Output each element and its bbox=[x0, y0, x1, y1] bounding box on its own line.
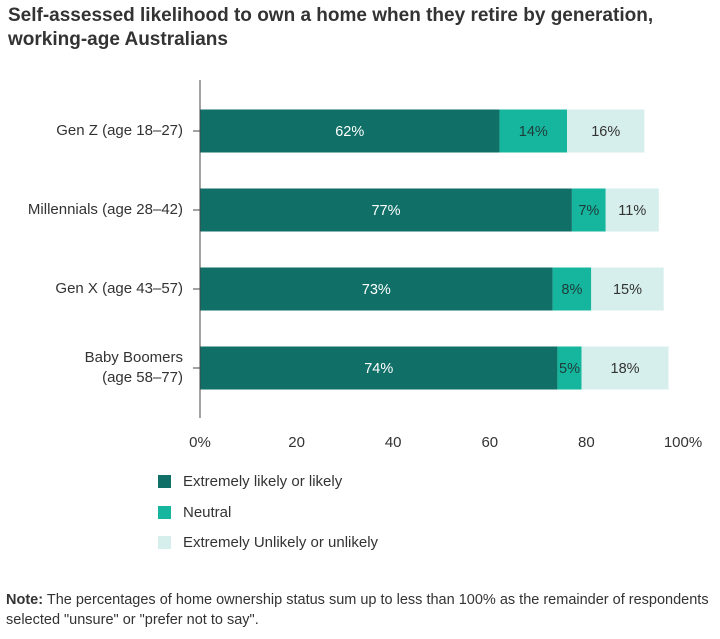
category-label-1: Millennials (age 28–42) bbox=[28, 201, 183, 218]
category-label-0: Gen Z (age 18–27) bbox=[56, 122, 183, 139]
data-label-likely-0: 62% bbox=[335, 124, 364, 140]
bar-unlikely-3 bbox=[581, 346, 669, 390]
bar-neutral-2 bbox=[552, 267, 592, 311]
x-tick-label-5: 100% bbox=[664, 434, 702, 451]
bar-unlikely-0 bbox=[567, 109, 645, 153]
stacked-bar-chart: Gen Z (age 18–27) Millennials (age 28–42)… bbox=[28, 80, 702, 451]
data-label-neutral-0: 14% bbox=[519, 124, 548, 140]
chart-title-line-1: Self-assessed likelihood to own a home w… bbox=[8, 5, 654, 26]
bar-neutral-1 bbox=[571, 188, 606, 232]
chart-title-line-2: working-age Australians bbox=[8, 29, 228, 50]
bar-likely-1 bbox=[200, 188, 572, 232]
data-label-likely-3: 74% bbox=[364, 361, 393, 377]
note-label: Note: bbox=[6, 592, 44, 608]
legend-item-likely: Extremely likely or likely bbox=[158, 473, 342, 490]
bar-likely-2 bbox=[200, 267, 553, 311]
data-label-unlikely-0: 16% bbox=[591, 124, 620, 140]
chart-title: Self-assessed likelihood to own a home w… bbox=[8, 4, 708, 52]
bar-unlikely-1 bbox=[605, 188, 659, 232]
legend-swatch-neutral bbox=[158, 506, 171, 519]
legend-swatch-likely bbox=[158, 475, 171, 488]
note-text: The percentages of home ownership status… bbox=[6, 592, 709, 628]
legend-swatch-unlikely bbox=[158, 536, 171, 549]
bar-neutral-3 bbox=[557, 346, 582, 390]
data-label-neutral-3: 5% bbox=[559, 361, 580, 377]
x-tick-label-4: 80 bbox=[578, 434, 595, 451]
data-label-unlikely-2: 15% bbox=[613, 282, 642, 298]
bar-likely-3 bbox=[200, 346, 558, 390]
category-label-3-line-0: Baby Boomers bbox=[85, 349, 183, 366]
bar-likely-0 bbox=[200, 109, 500, 153]
data-label-neutral-1: 7% bbox=[578, 203, 599, 219]
data-label-unlikely-3: 18% bbox=[611, 361, 640, 377]
x-tick-label-2: 40 bbox=[385, 434, 402, 451]
legend-item-neutral: Neutral bbox=[158, 504, 231, 521]
legend-label-neutral: Neutral bbox=[183, 504, 232, 521]
x-tick-label-0: 0% bbox=[189, 434, 211, 451]
category-label-3-line-1: (age 58–77) bbox=[102, 369, 183, 386]
x-tick-label-1: 20 bbox=[288, 434, 305, 451]
data-label-likely-1: 77% bbox=[371, 203, 400, 219]
x-tick-label-3: 60 bbox=[481, 434, 498, 451]
legend-label-likely: Extremely likely or likely bbox=[183, 473, 343, 490]
data-label-neutral-2: 8% bbox=[561, 282, 582, 298]
legend-label-unlikely: Extremely Unlikely or unlikely bbox=[183, 534, 379, 551]
category-label-2: Gen X (age 43–57) bbox=[55, 280, 183, 297]
bar-neutral-0 bbox=[499, 109, 568, 153]
data-label-unlikely-1: 11% bbox=[618, 203, 646, 219]
bar-unlikely-2 bbox=[591, 267, 664, 311]
chart-note: Note: The percentages of home ownership … bbox=[6, 590, 712, 630]
legend-item-unlikely: Extremely Unlikely or unlikely bbox=[158, 534, 378, 551]
data-label-likely-2: 73% bbox=[362, 282, 391, 298]
